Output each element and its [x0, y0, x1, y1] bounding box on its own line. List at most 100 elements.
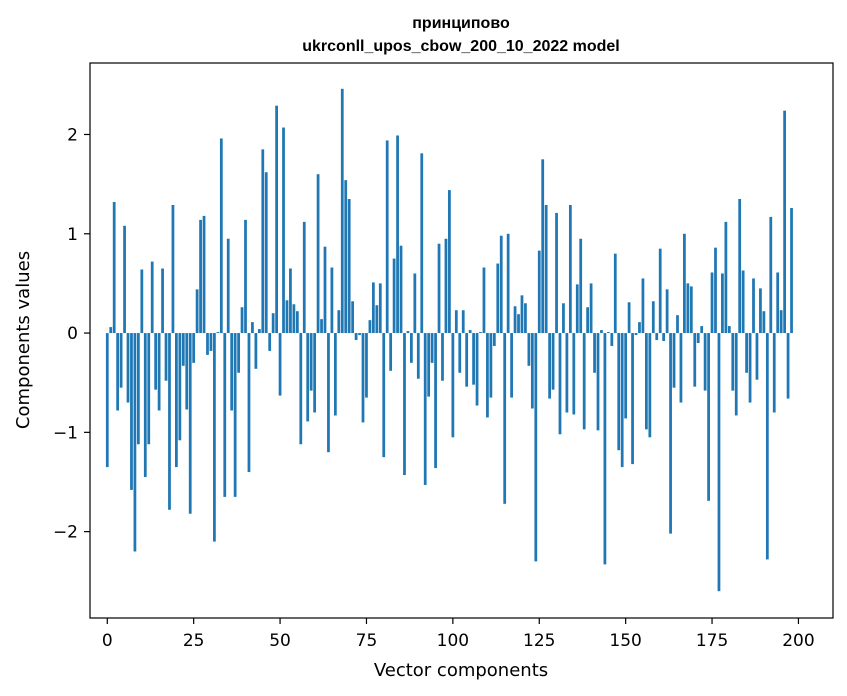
- bar: [689, 286, 693, 334]
- y-axis-label: Components values: [13, 251, 34, 429]
- bar: [285, 300, 289, 334]
- bar: [638, 322, 641, 334]
- bar: [703, 333, 707, 391]
- bar: [665, 289, 669, 334]
- bar: [389, 333, 393, 371]
- bar: [382, 333, 386, 458]
- bar: [741, 270, 745, 334]
- bar: [696, 333, 700, 343]
- bar: [323, 246, 327, 334]
- bar: [420, 153, 424, 334]
- bar: [219, 138, 223, 334]
- bar: [451, 333, 455, 438]
- bar: [745, 333, 748, 373]
- bar: [427, 333, 431, 397]
- bar: [410, 333, 413, 363]
- bar: [783, 110, 786, 334]
- bar: [648, 333, 652, 438]
- bar: [247, 333, 251, 473]
- bar: [579, 238, 583, 334]
- bar: [693, 333, 697, 387]
- bar: [575, 284, 579, 334]
- y-axis-ticks: −2 −1 0 1 2: [53, 125, 90, 543]
- bar: [251, 322, 254, 334]
- bar: [714, 247, 717, 334]
- bar: [444, 238, 448, 334]
- bar: [676, 315, 679, 334]
- x-tick-label: 150: [609, 631, 641, 651]
- bar: [606, 332, 610, 334]
- bar: [634, 333, 638, 336]
- bar: [641, 278, 645, 334]
- bar: [727, 326, 731, 334]
- chart-subtitle: ukrconll_upos_cbow_200_10_2022 model: [302, 38, 619, 55]
- bar: [240, 307, 244, 334]
- bar: [361, 333, 365, 423]
- bar: [347, 199, 351, 334]
- bar: [223, 333, 227, 497]
- bar: [672, 333, 676, 388]
- bar: [645, 333, 648, 430]
- x-axis-ticks: 0 25 50 75 100 125 150 175 200: [102, 618, 815, 651]
- bar: [268, 333, 272, 351]
- bar: [582, 333, 586, 430]
- bar: [468, 330, 472, 334]
- bar: [430, 333, 434, 363]
- bar: [233, 333, 237, 497]
- bar: [686, 283, 690, 334]
- bar: [465, 333, 469, 387]
- bar: [510, 333, 513, 398]
- bar: [738, 199, 742, 334]
- bar: [448, 190, 451, 334]
- bar: [316, 174, 320, 334]
- bar: [596, 333, 600, 431]
- bar: [627, 302, 631, 334]
- bar: [278, 333, 282, 396]
- bar: [620, 333, 624, 468]
- bar: [385, 140, 389, 334]
- bar: [181, 333, 185, 366]
- bar: [600, 330, 603, 334]
- bar: [779, 310, 783, 334]
- bar: [195, 289, 199, 334]
- bar: [658, 248, 662, 334]
- chart-title: принципово: [412, 15, 510, 32]
- bar: [669, 333, 672, 534]
- bar: [399, 245, 403, 334]
- bar: [178, 333, 182, 441]
- y-tick-label: −1: [53, 423, 78, 443]
- x-tick-label: 75: [356, 631, 378, 651]
- bar: [354, 333, 358, 340]
- bar: [403, 333, 406, 476]
- bar: [710, 272, 714, 334]
- bar: [731, 333, 735, 391]
- bar: [147, 333, 151, 445]
- bar: [344, 180, 348, 334]
- bar: [772, 333, 776, 413]
- bar: [489, 333, 493, 398]
- bar: [299, 333, 303, 445]
- bar: [769, 216, 773, 334]
- bar: [309, 333, 313, 391]
- bar: [548, 333, 551, 399]
- bar: [544, 204, 548, 334]
- bar: [496, 263, 500, 334]
- x-tick-label: 200: [782, 631, 814, 651]
- bar: [530, 333, 534, 409]
- bar: [613, 253, 617, 334]
- bar: [541, 159, 545, 334]
- bar: [275, 105, 278, 334]
- bar: [520, 295, 524, 334]
- bar: [655, 333, 659, 340]
- bar: [662, 333, 666, 341]
- bar: [133, 333, 137, 552]
- bar: [175, 333, 178, 468]
- bar: [157, 333, 161, 411]
- bar: [171, 204, 175, 334]
- bar: [164, 333, 168, 381]
- bar: [392, 258, 396, 334]
- bar: [651, 301, 655, 334]
- bar: [282, 127, 285, 334]
- bar: [368, 320, 372, 334]
- x-axis-label: Vector components: [374, 660, 548, 681]
